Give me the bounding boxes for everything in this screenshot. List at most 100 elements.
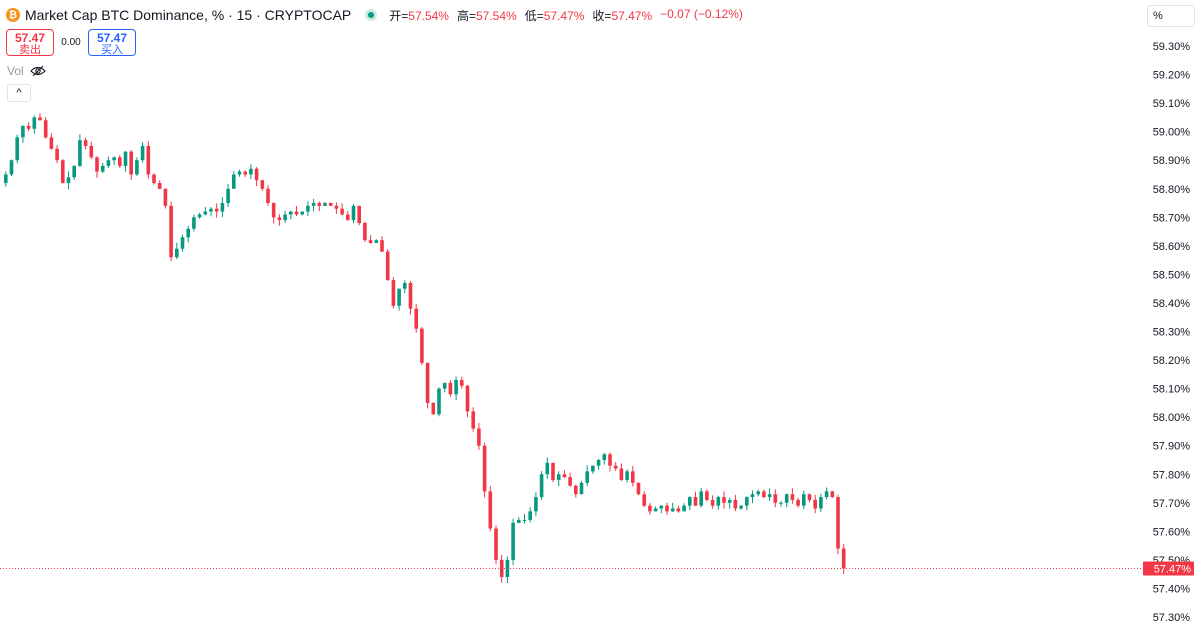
price-tick-label: 59.00% [1153,127,1191,139]
candle-body [55,148,59,161]
candle-body [83,140,88,146]
eye-hidden-icon[interactable] [29,65,46,77]
candle-body [750,494,755,498]
price-tick-label: 57.60% [1153,526,1191,538]
candle-body [807,494,812,500]
volume-label: Vol [7,64,24,78]
candle-body [289,211,293,215]
candle-body [311,203,316,206]
unit-selector[interactable]: % [1147,5,1195,27]
chevron-up-icon[interactable]: ^ [7,84,31,102]
candle-body [254,168,259,181]
price-tick-label: 57.40% [1153,583,1191,595]
candle-body [471,411,475,429]
sell-price: 57.47 [14,31,46,45]
candle-body [186,228,190,238]
candle-body [277,217,282,221]
candle-body [716,497,721,506]
candle-body [642,494,646,506]
ohlc-close: 收=57.47% [592,8,653,23]
candle-body [391,280,396,306]
price-axis[interactable]: 59.30% 59.20% 59.10% 59.00% 58.90% 58.80% 58.7… [1153,41,1191,624]
symbol-title[interactable]: Market Cap BTC Dominance, % · 15 · CRYPT… [25,7,352,23]
candle-body [237,171,242,175]
candle-body [357,205,361,224]
candle-body [517,519,521,523]
price-tick-label: 57.90% [1153,441,1191,453]
candle-body [163,188,168,206]
candle-body [631,471,635,483]
candle-body [665,505,669,512]
candle-body [653,508,658,512]
candle-body [43,120,48,138]
candle-body [283,214,287,221]
price-tick-label: 58.40% [1153,298,1191,310]
candle-body [214,208,219,212]
candle-body [756,491,760,495]
price-tick-label: 57.70% [1153,498,1191,510]
candle-body [442,382,447,389]
candle-body [294,211,299,215]
ohlc-open: 开=57.54% [389,8,449,23]
candle-body [4,174,8,184]
candle-body [448,382,453,395]
candle-body [89,145,94,158]
candle-body [397,288,401,306]
candle-body [619,468,624,480]
candle-body [813,499,817,509]
candle-body [648,505,652,512]
candle-body [733,499,738,509]
price-tick-label: 58.20% [1153,355,1191,367]
candle-body [38,117,42,121]
chart-header: ₿ Market Cap BTC Dominance, % · 15 · CRY… [6,5,743,25]
buy-price: 57.47 [96,31,128,45]
candle-body [613,465,618,469]
candle-body [488,491,493,529]
candle-body [796,499,800,506]
candle-body [762,491,766,498]
candle-body [157,183,162,189]
ohlc-low: 低=57.47% [524,8,585,23]
last-price-label: 57.47% [1154,563,1192,575]
price-tick-label: 58.80% [1153,184,1191,196]
candle-body [625,471,629,480]
candle-body [21,125,25,138]
ohlc-legend: 开=57.54% 高=57.54% 低=57.47% 收=57.47% −0.0… [389,7,743,24]
candle-body [465,385,470,412]
candle-body [460,380,464,386]
price-tick-label: 58.90% [1153,155,1191,167]
candle-body [574,485,578,495]
candle-body [568,477,572,486]
candle-body [562,474,567,478]
price-tick-label: 57.30% [1153,612,1191,624]
candle-body [403,282,407,289]
candle-body [232,174,236,189]
candle-body [180,237,185,249]
sell-label: 卖出 [19,44,41,56]
candle-body [545,462,550,475]
candle-body [830,491,835,498]
sell-button[interactable]: 57.47 卖出 [6,29,54,56]
candle-body [334,205,339,209]
candle-body [739,505,743,509]
candle-body [271,203,276,218]
candle-body [380,240,384,252]
candle-body [414,308,418,329]
price-tick-label: 58.10% [1153,384,1191,396]
candle-body [528,511,532,520]
candle-body [482,445,487,492]
candle-body [346,214,350,221]
candle-body [790,494,795,500]
candle-body [112,157,116,161]
buy-button[interactable]: 57.47 买入 [88,29,136,56]
live-status-icon [365,9,378,21]
candle-body [579,482,584,495]
candle-body [95,157,99,172]
candle-body [135,160,139,175]
candle-body [420,328,424,363]
price-tick-label: 58.70% [1153,212,1191,224]
candle-body [129,151,133,175]
price-tick-label: 58.00% [1153,412,1191,424]
candle-body [192,217,196,229]
